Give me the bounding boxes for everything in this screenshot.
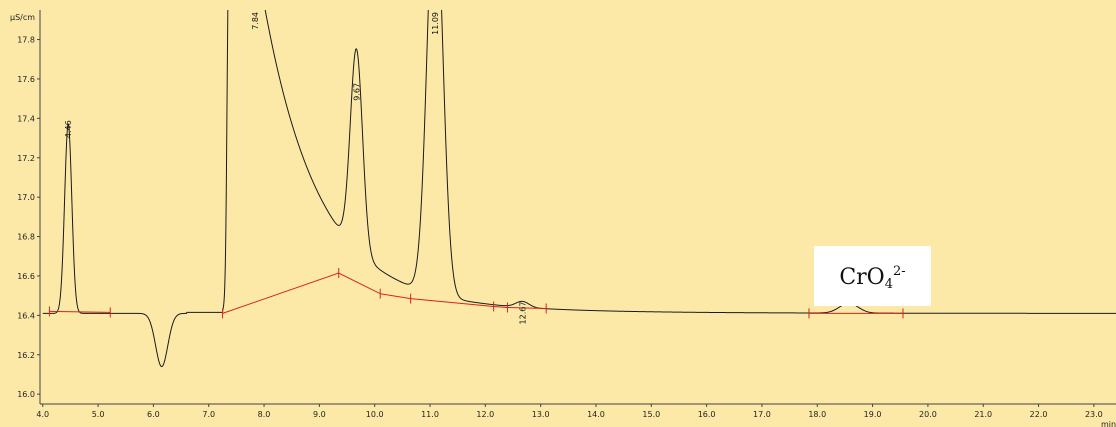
x-tick-label: 9.0	[313, 410, 326, 419]
x-tick-label: 23.0	[1085, 410, 1103, 419]
peak-label: 11.09	[431, 12, 440, 35]
cro4-annotation-label: CrO42-	[839, 264, 906, 292]
x-tick-label: 16.0	[698, 410, 716, 419]
x-tick-label: 8.0	[258, 410, 271, 419]
y-tick-label: 16.6	[17, 272, 35, 281]
x-tick-label: 14.0	[587, 410, 605, 419]
peak-labels: 4.46 7.84 9.67 11.09 12.67	[64, 12, 850, 324]
integration-line	[222, 272, 547, 314]
x-tick-label: 11.0	[421, 410, 439, 419]
x-tick-label: 4.0	[36, 410, 49, 419]
x-tick-label: 21.0	[974, 410, 992, 419]
peak-label: 12.67	[518, 302, 527, 325]
cro4-annotation-box: CrO42-	[814, 246, 931, 306]
y-tick-label: 16.8	[17, 233, 35, 242]
peak-label: 9.67	[352, 83, 361, 101]
y-tick-label: 17.4	[17, 114, 35, 123]
x-tick-label: 7.0	[202, 410, 215, 419]
x-tick-label: 5.0	[92, 410, 105, 419]
x-tick-label: 20.0	[919, 410, 937, 419]
x-tick-label: 15.0	[642, 410, 660, 419]
y-tick-label: 17.0	[17, 193, 35, 202]
x-tick-label: 18.0	[808, 410, 826, 419]
y-tick-label: 17.6	[17, 75, 35, 84]
x-tick-label: 12.0	[476, 410, 494, 419]
y-axis-unit-label: µS/cm	[10, 13, 35, 22]
peak-label: 4.46	[64, 120, 73, 138]
x-tick-label: 17.0	[753, 410, 771, 419]
x-tick-label: 22.0	[1030, 410, 1048, 419]
chromatogram-trace	[42, 10, 1116, 368]
y-tick-label: 16.2	[17, 351, 35, 360]
axes	[39, 10, 1116, 405]
tick-labels: 4.0 5.0 6.0 7.0 8.0 9.0 10.0 11.0 12.0 13.0 14.0 15…	[17, 36, 1103, 419]
x-tick-label: 13.0	[532, 410, 550, 419]
x-tick-label: 6.0	[147, 410, 160, 419]
x-axis-unit-label: min	[1101, 420, 1116, 427]
x-tick-label: 10.0	[366, 410, 384, 419]
peak-label: 7.84	[251, 12, 260, 30]
y-tick-label: 17.2	[17, 154, 35, 163]
x-tick-label: 19.0	[864, 410, 882, 419]
y-tick-label: 16.0	[17, 390, 35, 399]
integration-baselines	[48, 267, 904, 319]
y-tick-label: 17.8	[17, 36, 35, 45]
integration-line	[49, 310, 111, 313]
y-tick-label: 16.4	[17, 311, 35, 320]
